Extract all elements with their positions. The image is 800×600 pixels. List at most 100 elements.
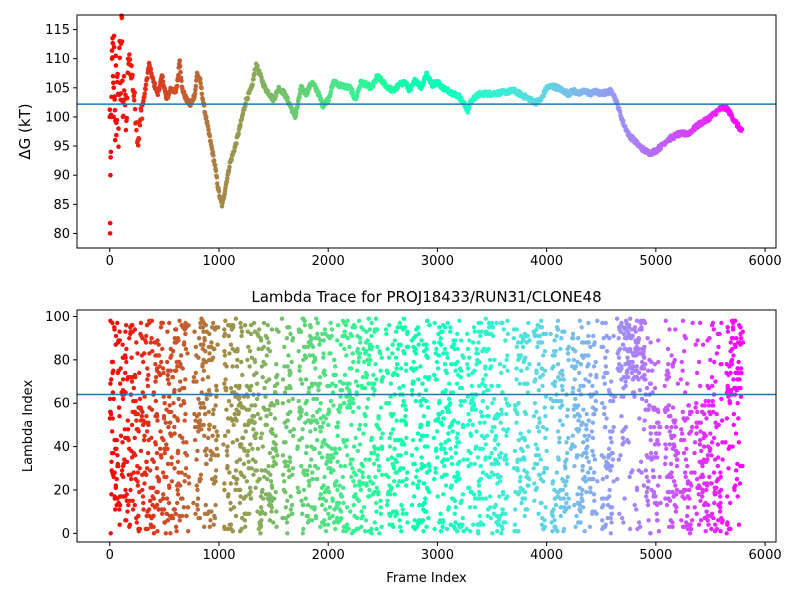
lambda-point (424, 433, 429, 438)
lambda-point (403, 422, 409, 428)
lambda-point (309, 336, 314, 341)
lambda-point (736, 522, 742, 527)
lambda-point (537, 472, 543, 477)
lambda-point (421, 414, 427, 419)
lambda-point (440, 409, 445, 415)
lambda-point (338, 509, 344, 514)
lambda-point (636, 520, 642, 525)
lambda-point (610, 398, 616, 404)
lambda-point (112, 470, 117, 475)
lambda-point (205, 375, 211, 380)
lambda-point (585, 437, 590, 443)
lambda-point (374, 500, 379, 506)
lambda-point (364, 483, 369, 488)
lambda-point (197, 515, 203, 521)
lambda-point (183, 411, 188, 417)
lambda-point (639, 470, 644, 475)
lambda-point (342, 372, 348, 378)
lambda-point (228, 500, 233, 506)
lambda-point (702, 411, 707, 417)
lambda-point (718, 494, 723, 499)
delta-g-point (145, 76, 150, 81)
lambda-point (126, 437, 131, 443)
lambda-point (648, 437, 653, 443)
lambda-point (115, 453, 120, 458)
lambda-point (654, 511, 659, 516)
lambda-point (350, 466, 355, 471)
lambda-point (680, 318, 686, 323)
lambda-point (114, 437, 120, 443)
x-tick-label: 3000 (421, 548, 454, 563)
lambda-point (424, 346, 429, 352)
lambda-point (127, 524, 132, 529)
lambda-point (733, 344, 738, 350)
lambda-point (238, 325, 244, 330)
lambda-point (470, 422, 475, 428)
lambda-point (399, 502, 404, 508)
lambda-point (495, 529, 500, 534)
lambda-point (351, 359, 356, 365)
lambda-point (723, 440, 728, 445)
lambda-point (626, 375, 631, 380)
lambda-point (298, 329, 304, 334)
lambda-point (523, 411, 529, 417)
lambda-point (522, 513, 527, 519)
lambda-point (309, 518, 315, 523)
lambda-point (341, 485, 346, 490)
lambda-point (288, 331, 293, 337)
lambda-point (698, 420, 703, 425)
delta-g-point (127, 52, 132, 57)
lambda-point (258, 338, 264, 343)
lambda-point (672, 433, 677, 438)
lambda-point (497, 362, 503, 367)
lambda-point (159, 455, 164, 460)
lambda-point (130, 323, 135, 328)
lambda-point (522, 489, 528, 495)
lambda-point (167, 420, 173, 425)
lambda-point (642, 372, 647, 378)
lambda-point (575, 492, 580, 497)
lambda-point (327, 409, 332, 415)
lambda-point (357, 442, 363, 447)
lambda-point (641, 366, 647, 371)
lambda-point (185, 351, 190, 356)
lambda-point (247, 349, 253, 354)
delta-g-point (225, 176, 230, 181)
lambda-point (436, 353, 441, 358)
lambda-point (600, 518, 605, 523)
lambda-point (186, 323, 191, 328)
lambda-point (504, 357, 509, 363)
lambda-point (675, 450, 681, 456)
lambda-point (184, 453, 190, 458)
lambda-point (738, 336, 744, 341)
lambda-point (341, 381, 346, 386)
lambda-point (582, 474, 587, 480)
lambda-point (111, 450, 116, 456)
lambda-point (630, 333, 635, 339)
delta-g-point (116, 144, 121, 149)
lambda-point (738, 385, 743, 391)
lambda-point (393, 329, 399, 334)
lambda-point (241, 435, 246, 441)
lambda-point (353, 379, 359, 384)
y-tick-label: 80 (53, 353, 70, 368)
lambda-point (283, 489, 288, 495)
lambda-point (453, 505, 458, 510)
lambda-point (665, 407, 670, 412)
lambda-point (160, 346, 165, 352)
lambda-point (445, 457, 450, 462)
lambda-point (543, 505, 548, 510)
lambda-point (572, 463, 577, 469)
lambda-point (670, 489, 675, 495)
lambda-point (348, 461, 353, 467)
lambda-point (564, 440, 569, 445)
lambda-point (317, 407, 322, 412)
lambda-point (356, 427, 362, 432)
lambda-point (524, 470, 530, 475)
lambda-point (467, 355, 472, 360)
lambda-point (290, 338, 295, 343)
lambda-point (344, 522, 350, 527)
lambda-point (655, 518, 660, 523)
lambda-point (212, 424, 217, 430)
lambda-point (108, 531, 113, 536)
